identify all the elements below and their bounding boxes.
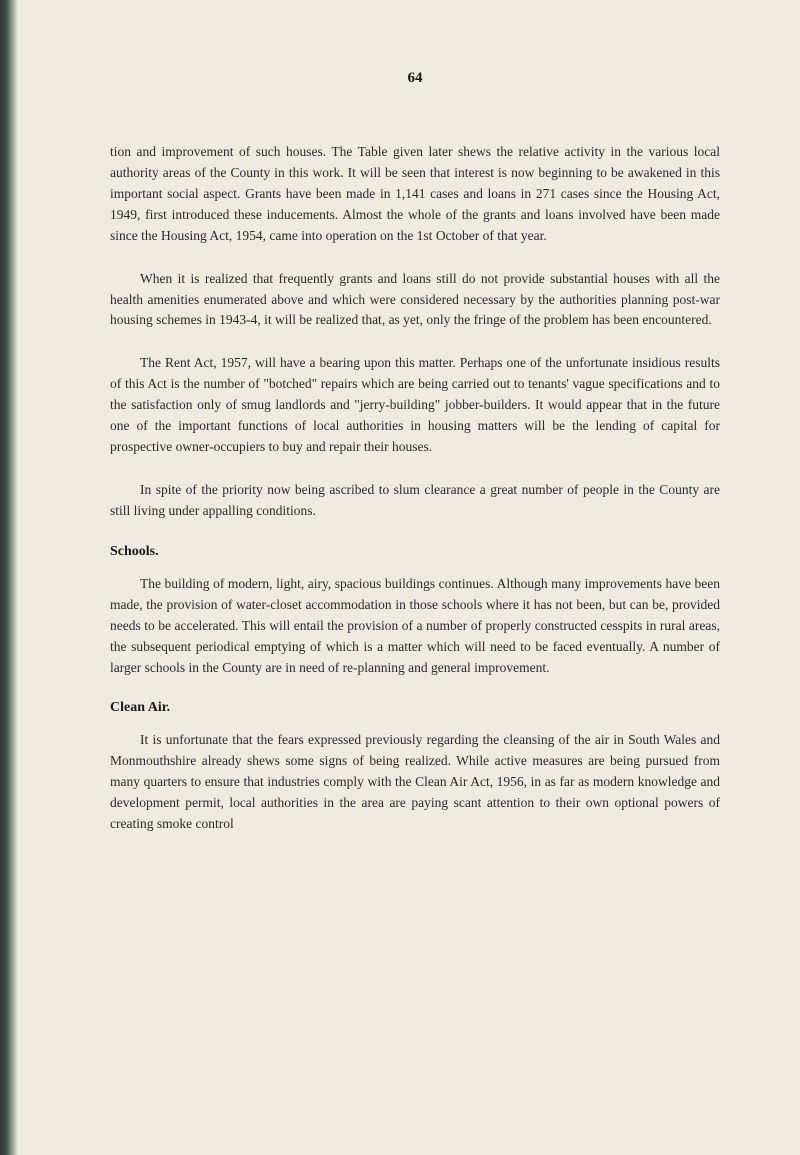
paragraph-6: It is unfortunate that the fears express… <box>110 730 720 835</box>
book-edge-shadow <box>0 0 18 1155</box>
heading-clean-air: Clean Air. <box>110 700 720 716</box>
paragraph-4: In spite of the priority now being ascri… <box>110 480 720 522</box>
paragraph-3: The Rent Act, 1957, will have a bearing … <box>110 353 720 458</box>
paragraph-5: The building of modern, light, airy, spa… <box>110 574 720 679</box>
paragraph-1: tion and improvement of such houses. The… <box>110 142 720 247</box>
page-number: 64 <box>110 70 720 87</box>
heading-schools: Schools. <box>110 544 720 560</box>
paragraph-2: When it is realized that frequently gran… <box>110 269 720 332</box>
